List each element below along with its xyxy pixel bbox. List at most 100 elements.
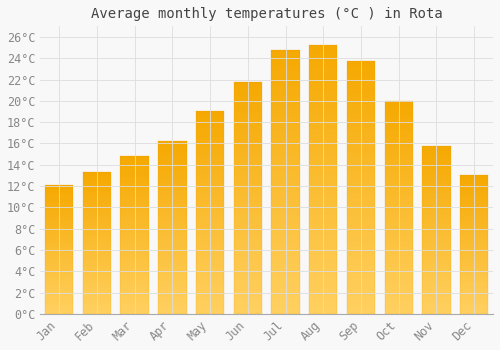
Bar	[309, 139, 338, 142]
Bar	[83, 266, 111, 267]
Bar	[309, 295, 338, 298]
Bar	[309, 250, 338, 252]
Bar	[234, 154, 262, 156]
Bar	[309, 134, 338, 137]
Bar	[120, 169, 149, 170]
Bar	[309, 198, 338, 201]
Bar	[120, 167, 149, 169]
Bar	[272, 301, 299, 303]
Bar	[422, 166, 450, 167]
Bar	[309, 142, 338, 145]
Bar	[309, 166, 338, 169]
Bar	[347, 281, 375, 284]
Bar	[309, 263, 338, 266]
Bar	[83, 277, 111, 279]
Bar	[234, 284, 262, 286]
Bar	[272, 158, 299, 161]
Bar	[460, 232, 488, 233]
Bar	[234, 235, 262, 237]
Bar	[234, 304, 262, 307]
Bar	[158, 305, 186, 307]
Bar	[384, 214, 413, 216]
Bar	[422, 230, 450, 231]
Bar	[196, 312, 224, 314]
Bar	[384, 105, 413, 107]
Bar	[422, 299, 450, 300]
Bar	[83, 208, 111, 209]
Bar	[384, 267, 413, 269]
Bar	[347, 160, 375, 162]
Bar	[347, 291, 375, 294]
Bar	[196, 215, 224, 217]
Bar	[196, 144, 224, 146]
Bar	[196, 247, 224, 249]
Bar	[384, 101, 413, 314]
Bar	[83, 185, 111, 187]
Bar	[45, 239, 74, 240]
Bar	[120, 186, 149, 188]
Bar	[234, 103, 262, 105]
Bar	[347, 296, 375, 299]
Bar	[120, 249, 149, 251]
Bar	[196, 172, 224, 174]
Bar	[83, 220, 111, 222]
Bar	[347, 152, 375, 155]
Bar	[309, 306, 338, 308]
Bar	[460, 310, 488, 311]
Bar	[422, 282, 450, 284]
Bar	[83, 288, 111, 290]
Bar	[196, 213, 224, 215]
Bar	[272, 171, 299, 174]
Bar	[460, 301, 488, 303]
Bar	[460, 228, 488, 229]
Bar	[347, 286, 375, 289]
Bar	[460, 187, 488, 188]
Bar	[347, 233, 375, 236]
Bar	[83, 281, 111, 283]
Bar	[347, 71, 375, 74]
Bar	[272, 145, 299, 147]
Bar	[460, 284, 488, 285]
Bar	[347, 289, 375, 291]
Bar	[347, 253, 375, 256]
Bar	[83, 178, 111, 179]
Bar	[234, 156, 262, 158]
Bar	[196, 271, 224, 273]
Bar	[120, 238, 149, 240]
Bar	[347, 236, 375, 238]
Bar	[460, 229, 488, 231]
Bar	[309, 255, 338, 258]
Bar	[347, 79, 375, 82]
Bar	[384, 233, 413, 235]
Bar	[83, 249, 111, 250]
Bar	[309, 129, 338, 131]
Bar	[272, 60, 299, 63]
Bar	[460, 294, 488, 296]
Bar	[460, 188, 488, 189]
Bar	[196, 261, 224, 263]
Bar	[45, 210, 74, 211]
Bar	[158, 173, 186, 174]
Bar	[272, 200, 299, 203]
Bar	[45, 222, 74, 224]
Bar	[45, 207, 74, 208]
Bar	[158, 255, 186, 257]
Bar	[45, 269, 74, 270]
Bar	[158, 229, 186, 231]
Bar	[234, 246, 262, 249]
Bar	[422, 257, 450, 258]
Bar	[158, 167, 186, 169]
Bar	[45, 253, 74, 254]
Bar	[460, 268, 488, 270]
Bar	[309, 260, 338, 263]
Bar	[158, 195, 186, 197]
Bar	[272, 214, 299, 216]
Bar	[234, 202, 262, 205]
Bar	[234, 161, 262, 163]
Bar	[422, 161, 450, 162]
Bar	[45, 193, 74, 194]
Bar	[196, 263, 224, 265]
Bar	[45, 191, 74, 193]
Bar	[158, 159, 186, 160]
Bar	[45, 211, 74, 212]
